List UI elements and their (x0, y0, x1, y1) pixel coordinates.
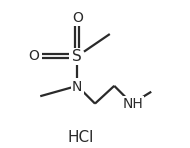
Text: N: N (72, 80, 82, 94)
Text: S: S (72, 49, 82, 64)
Text: NH: NH (122, 97, 143, 111)
Text: O: O (72, 11, 83, 25)
Text: HCl: HCl (67, 130, 93, 145)
Text: O: O (28, 49, 39, 63)
